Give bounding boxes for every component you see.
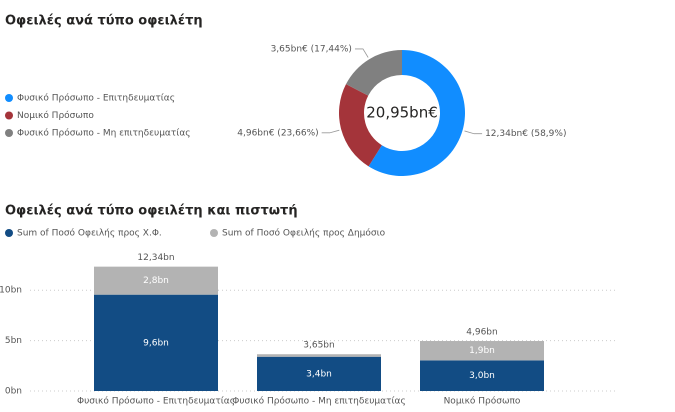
legend-label: Φυσικό Πρόσωπο - Μη επιτηδευματίας (17, 128, 191, 139)
bar-segment (94, 266, 218, 295)
x-tick-label: Φυσικό Πρόσωπο - Επιτηδευματίας (77, 396, 235, 407)
legend-label: Sum of Ποσό Οφειλής προς Χ.Φ. (17, 228, 162, 239)
leader-line (321, 129, 340, 134)
data-label: 4,96bn€ (23,66%) (237, 128, 318, 138)
total-label: 4,96bn (466, 328, 497, 338)
legend-label: Φυσικό Πρόσωπο - Επιτηδευματίας (17, 93, 175, 104)
data-label: 3,65bn€ (17,44%) (271, 44, 352, 54)
legend-label: Sum of Ποσό Οφειλής προς Δημόσιο (222, 228, 386, 239)
legend-marker (5, 129, 13, 137)
total-label: 12,34bn (137, 253, 174, 263)
legend-marker (5, 229, 13, 237)
data-label: 9,6bn (143, 338, 169, 348)
data-label: 12,34bn€ (58,9%) (485, 129, 566, 139)
donut-slice (339, 84, 382, 167)
data-label: 2,8bn (143, 276, 169, 286)
x-tick-label: Φυσικό Πρόσωπο - Μη επιτηδευματίας (232, 396, 406, 407)
legend-marker (5, 94, 13, 102)
x-tick-label: Νομικό Πρόσωπο (444, 396, 521, 407)
chart-title: Οφειλές ανά τύπο οφειλέτη (5, 14, 203, 29)
leader-line (354, 48, 369, 58)
bar-segment (257, 356, 381, 391)
data-label: 3,4bn (306, 369, 332, 379)
center-label: 20,95bn€ (366, 104, 438, 122)
legend-marker (210, 229, 218, 237)
bar-segment (420, 341, 544, 361)
y-tick-label: 5bn (5, 336, 22, 346)
donut-slice (368, 50, 465, 176)
y-tick-label: 0bn (5, 387, 22, 397)
total-label: 3,65bn (303, 341, 334, 351)
bar-segment (94, 294, 218, 391)
donut-slice (346, 50, 402, 96)
bar-segment (257, 354, 381, 357)
leader-line (464, 130, 483, 135)
legend-label: Νομικό Πρόσωπο (17, 110, 94, 121)
chart-title: Οφειλές ανά τύπο οφειλέτη και πιστωτή (5, 204, 298, 219)
legend-marker (5, 111, 13, 120)
bar-segment (420, 360, 544, 391)
y-tick-label: 10bn (0, 286, 22, 296)
data-label: 3,0bn (469, 371, 495, 381)
data-label: 1,9bn (469, 346, 495, 356)
